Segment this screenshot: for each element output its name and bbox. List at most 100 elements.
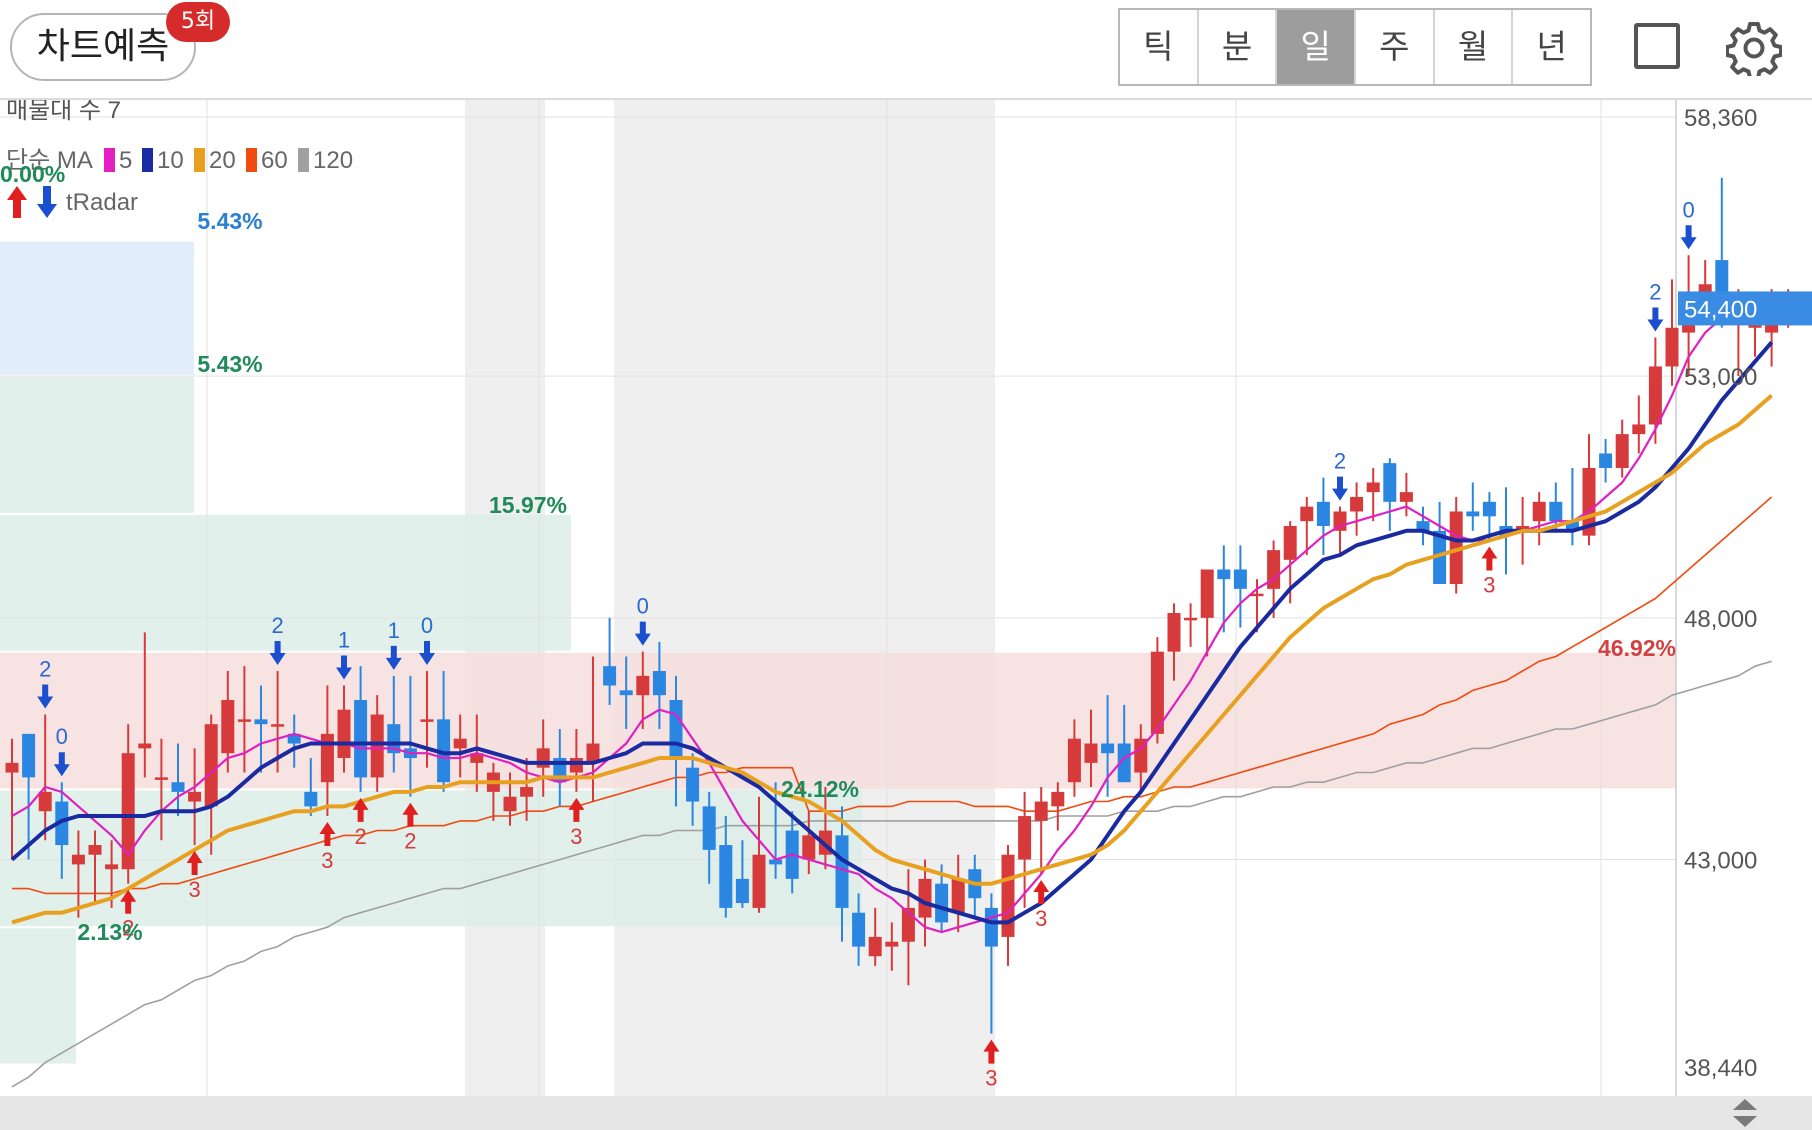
candle-body: [1532, 501, 1546, 522]
signal-down-arrow-10: [419, 641, 435, 666]
signal-down-arrow-4: [269, 641, 286, 666]
period-year-tab[interactable]: 년: [1536, 27, 1567, 66]
candle-body: [669, 700, 683, 759]
candle-39: [652, 642, 666, 730]
ma-swatch-20: [194, 148, 205, 172]
candle-body: [918, 878, 932, 918]
candle-44: [735, 840, 749, 908]
volume-zone-label-2: 15.97%: [489, 492, 567, 518]
candle-81: [1350, 482, 1364, 536]
candle-97: [1615, 419, 1629, 478]
candle-body: [619, 690, 633, 696]
volume-zone-label-4: 24.12%: [781, 776, 859, 802]
signal-count-17: 2: [1649, 279, 1661, 304]
signal-count-1: 0: [56, 724, 68, 749]
period-day-tab[interactable]: 일: [1277, 10, 1357, 84]
candle-71: [1184, 603, 1198, 647]
candle-body: [105, 864, 119, 870]
candle-body: [437, 719, 451, 783]
signal-count-4: 2: [271, 613, 283, 638]
candle-88: [1466, 482, 1480, 531]
candle-body: [387, 724, 401, 754]
candle-52: [868, 907, 882, 966]
candle-body: [1316, 501, 1330, 526]
candle-body: [868, 936, 882, 957]
signal-down-arrow-12: [634, 621, 651, 646]
scroll-updown-icon[interactable]: [1730, 1097, 1760, 1129]
candle-body: [1217, 569, 1231, 580]
candle-body: [370, 714, 384, 778]
signal-down-arrow-1: [53, 752, 70, 777]
fullscreen-icon[interactable]: [1634, 23, 1680, 69]
signal-down-arrow-0: [37, 684, 54, 709]
candle-body: [752, 854, 766, 908]
period-tick-tab[interactable]: 틱: [1120, 10, 1199, 84]
candle-17: [287, 714, 301, 768]
candle-body: [121, 753, 135, 870]
candle-96: [1599, 438, 1613, 483]
candle-43: [719, 816, 733, 918]
candle-body: [951, 878, 965, 913]
signal-count-7: 2: [354, 824, 366, 849]
candle-body: [769, 859, 783, 865]
signal-count-0: 2: [39, 657, 51, 682]
top-toolbar: 차트예측 5회 틱 분 일 주 월 년: [0, 0, 1812, 100]
ma-60-line: [12, 496, 1773, 895]
candle-body: [735, 878, 749, 904]
ma-legend-label: 단순 MA: [6, 147, 93, 174]
candle-body: [1018, 816, 1032, 860]
candle-body: [503, 796, 517, 812]
current-price-label: 54,400: [1684, 296, 1757, 323]
candle-60: [1001, 845, 1015, 966]
signal-up-arrow-5: [319, 822, 336, 847]
candle-body: [5, 762, 19, 773]
period-minute-tab[interactable]: 분: [1199, 10, 1278, 84]
candle-51: [852, 893, 866, 966]
ma-10-line: [10, 340, 1774, 925]
candle-23: [387, 675, 401, 773]
candle-body: [1200, 569, 1214, 618]
signal-count-10: 0: [421, 613, 433, 638]
candle-body: [686, 767, 700, 802]
candle-body: [354, 700, 368, 778]
candle-body: [221, 700, 235, 754]
candle-body: [1001, 854, 1015, 937]
candle-body: [1184, 617, 1198, 621]
price-tick-2: 48,000: [1684, 606, 1757, 633]
candle-15: [254, 685, 268, 773]
volume-profile-label: 매물대 수 7: [6, 100, 121, 124]
candle-body: [1665, 327, 1679, 367]
ma-legend-10: 10: [157, 147, 184, 174]
candle-body: [271, 724, 285, 727]
signal-count-11: 3: [570, 824, 582, 849]
candle-82: [1366, 467, 1380, 522]
candle-10: [171, 743, 185, 817]
candle-84: [1399, 472, 1413, 517]
signal-count-8: 1: [388, 618, 400, 643]
candle-98: [1632, 395, 1646, 454]
candle-body: [237, 719, 251, 722]
candle-body: [1565, 521, 1579, 531]
candle-body: [719, 845, 733, 908]
signal-count-9: 2: [404, 829, 416, 854]
candle-body: [1134, 738, 1148, 773]
price-chart[interactable]: 20232312120303323205.43%5.43%15.97%46.92…: [0, 100, 1812, 1130]
gear-icon[interactable]: [1726, 20, 1782, 76]
radar-label: tRadar: [66, 189, 138, 216]
signal-up-arrow-13: [983, 1039, 1000, 1064]
ma-swatch-60: [246, 148, 257, 172]
candle-7: [121, 724, 135, 884]
candle-body: [586, 743, 600, 763]
period-week-tab[interactable]: 주: [1356, 10, 1435, 84]
candle-92: [1532, 492, 1546, 546]
candle-body: [1549, 501, 1563, 522]
candle-body: [1300, 506, 1314, 522]
ma-120-line: [11, 660, 1772, 1088]
candle-46: [769, 782, 783, 879]
ma-legend-60: 60: [261, 147, 288, 174]
signal-up-arrow-14: [1033, 880, 1050, 905]
period-month-tab[interactable]: 월: [1435, 10, 1514, 84]
signal-count-13: 3: [985, 1066, 997, 1091]
chart-predict-button[interactable]: 차트예측: [10, 13, 196, 81]
candle-body: [1267, 550, 1281, 589]
